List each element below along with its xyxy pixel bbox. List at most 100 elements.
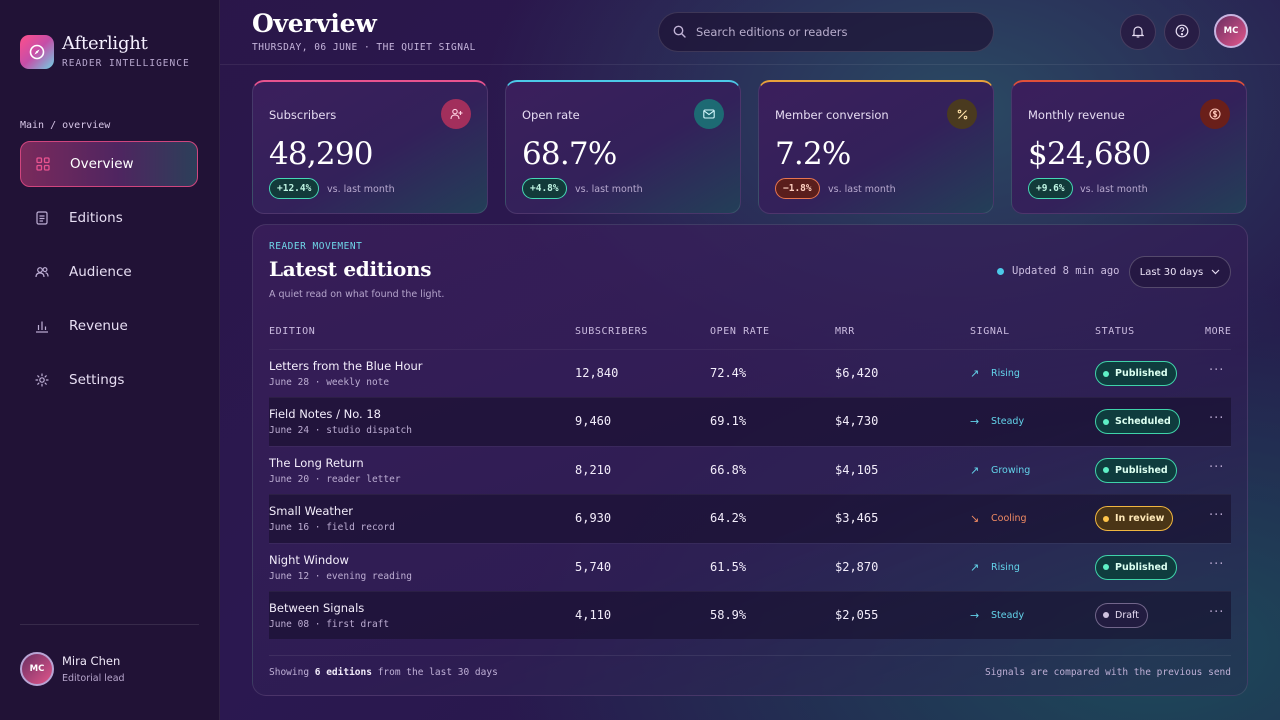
header-avatar[interactable]: MC (1214, 14, 1248, 48)
trend-up-icon: ↗ (970, 560, 980, 574)
compass-logo-icon (20, 34, 54, 69)
status-badge: Draft (1095, 602, 1148, 628)
search-input[interactable] (696, 25, 966, 39)
sidebar-item-label: Overview (70, 156, 134, 172)
table-row[interactable]: Field Notes / No. 18 June 24 · studio dis… (269, 397, 1231, 446)
trend-flat-icon: → (970, 608, 980, 622)
column-header-edition[interactable]: EDITION (269, 326, 316, 337)
edition-title[interactable]: Small Weather (269, 504, 354, 519)
footer-prefix: Showing (269, 667, 315, 678)
table-row[interactable]: Night Window June 12 · evening reading 5,7… (269, 542, 1231, 591)
user-profile[interactable]: MC Mira Chen Editorial lead (20, 652, 125, 686)
kpi-note: vs. last month (327, 184, 395, 195)
table-row[interactable]: Small Weather June 16 · field record 6,930… (269, 494, 1231, 543)
page-title: Overview (252, 9, 377, 38)
column-header-open-rate[interactable]: OPEN RATE (710, 326, 770, 337)
sidebar-item-audience[interactable]: Audience (20, 249, 198, 295)
kpi-card-monthly-revenue[interactable]: Monthly revenue $24,680 +9.6% vs. last m… (1011, 80, 1247, 214)
edition-title[interactable]: Field Notes / No. 18 (269, 407, 381, 422)
edition-title[interactable]: Letters from the Blue Hour (269, 359, 423, 373)
sidebar-item-label: Revenue (69, 318, 128, 334)
trend-up-icon: ↗ (970, 463, 980, 477)
sidebar-divider (20, 624, 199, 625)
more-options-icon[interactable]: ··· (1209, 556, 1225, 572)
sidebar-item-overview[interactable]: Overview (20, 141, 198, 187)
more-options-icon[interactable]: ··· (1209, 604, 1225, 620)
updated-text: Updated 8 min ago (1012, 265, 1120, 277)
table-row[interactable]: Letters from the Blue Hour June 28 · week… (269, 349, 1231, 397)
more-options-icon[interactable]: ··· (1209, 508, 1225, 524)
footer-count: 6 editions (314, 667, 372, 678)
sidebar-item-revenue[interactable]: Revenue (20, 303, 198, 349)
edition-title[interactable]: Between Signals (269, 600, 365, 615)
update-status: Updated 8 min ago (997, 265, 1119, 277)
dollar-icon (1200, 99, 1230, 129)
panel-description: A quiet read on what found the light. (269, 289, 445, 300)
cell-signal: → Steady (970, 415, 1024, 428)
sidebar-item-editions[interactable]: Editions (20, 195, 198, 241)
kpi-delta-badge: −1.8% (775, 178, 820, 199)
status-label: Published (1115, 464, 1168, 476)
column-header-status[interactable]: STATUS (1095, 326, 1135, 337)
cell-open-rate: 66.8% (710, 462, 747, 477)
gear-icon (34, 372, 50, 388)
signal-label: Steady (991, 416, 1025, 428)
signal-label: Steady (991, 609, 1025, 621)
column-header-mrr[interactable]: MRR (835, 326, 855, 337)
cell-signal: ↗ Rising (970, 367, 1020, 380)
kpi-card-subscribers[interactable]: Subscribers 48,290 +12.4% vs. last month (252, 80, 488, 214)
cell-open-rate: 61.5% (710, 559, 747, 574)
date-range-select[interactable]: Last 30 days (1129, 256, 1231, 288)
live-dot-icon (997, 267, 1004, 275)
footer-suffix: from the last 30 days (371, 667, 498, 678)
kpi-delta-badge: +12.4% (269, 178, 320, 199)
trend-down-icon: ↘ (970, 512, 980, 526)
kpi-delta-badge: +9.6% (1028, 178, 1073, 199)
kpi-label: Subscribers (269, 108, 337, 122)
panel-eyebrow: READER MOVEMENT (269, 241, 363, 252)
mail-icon (694, 99, 724, 129)
kpi-value: 68.7% (522, 136, 617, 172)
search-bar[interactable] (658, 12, 994, 52)
kpi-card-member-conversion[interactable]: Member conversion 7.2% −1.8% vs. last mo… (758, 80, 994, 214)
kpi-card-open-rate[interactable]: Open rate 68.7% +4.8% vs. last month (505, 80, 741, 214)
more-options-icon[interactable]: ··· (1209, 411, 1225, 427)
grid-icon (35, 156, 51, 172)
header-divider (220, 64, 1280, 65)
cell-signal: ↘ Cooling (970, 512, 1027, 525)
sidebar-item-label: Editions (69, 210, 123, 226)
more-options-icon[interactable]: ··· (1209, 459, 1225, 475)
user-role: Editorial lead (62, 673, 125, 684)
table-footer-note: Signals are compared with the previous s… (985, 667, 1231, 678)
cell-mrr: $6,420 (835, 366, 879, 380)
sidebar-item-settings[interactable]: Settings (20, 357, 198, 403)
status-label: In review (1115, 513, 1165, 525)
help-button[interactable] (1164, 14, 1200, 50)
footer-divider (269, 655, 1231, 656)
signal-label: Cooling (991, 513, 1027, 525)
editions-table: Letters from the Blue Hour June 28 · week… (269, 349, 1231, 640)
edition-title[interactable]: Night Window (269, 552, 349, 567)
kpi-value: $24,680 (1028, 136, 1151, 172)
status-badge: Published (1095, 554, 1177, 580)
percent-icon (947, 99, 977, 129)
more-options-icon[interactable]: ··· (1209, 363, 1225, 378)
page-subtitle: THURSDAY, 06 JUNE · THE QUIET SIGNAL (252, 42, 476, 53)
edition-meta: June 28 · weekly note (269, 377, 390, 388)
sidebar: Afterlight READER INTELLIGENCE Main / ov… (0, 0, 220, 720)
avatar: MC (20, 652, 54, 686)
edition-title[interactable]: The Long Return (269, 455, 364, 470)
table-row[interactable]: Between Signals June 08 · first draft 4,11… (269, 590, 1231, 640)
status-label: Draft (1115, 609, 1139, 621)
table-row[interactable]: The Long Return June 20 · reader letter 8,… (269, 445, 1231, 494)
edition-meta: June 16 · field record (269, 522, 395, 534)
sidebar-nav: Overview Editions Audience Revenue Setti… (20, 141, 198, 411)
column-header-subscribers[interactable]: SUBSCRIBERS (575, 326, 648, 337)
signal-label: Rising (991, 561, 1020, 573)
column-header-signal[interactable]: SIGNAL (970, 326, 1010, 337)
nav-breadcrumb: Main / overview (20, 120, 111, 131)
brand[interactable]: Afterlight READER INTELLIGENCE (20, 34, 190, 69)
notifications-button[interactable] (1120, 14, 1156, 50)
cell-signal: → Steady (970, 609, 1024, 622)
cell-mrr: $4,730 (835, 414, 879, 429)
